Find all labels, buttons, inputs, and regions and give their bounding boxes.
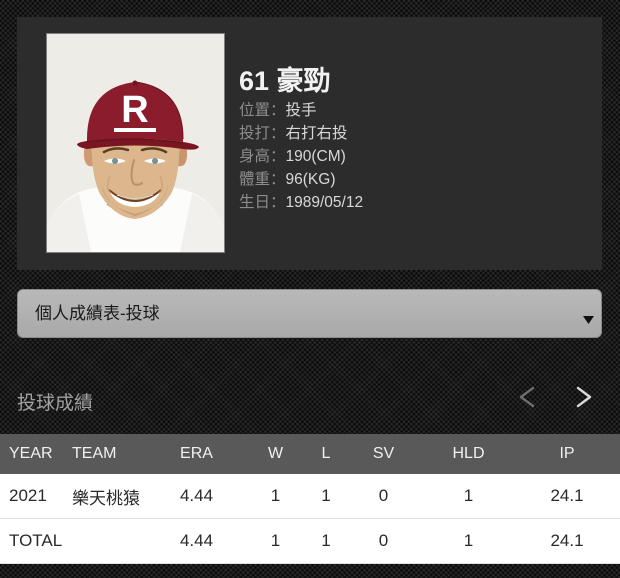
svg-text:R: R	[121, 89, 148, 131]
